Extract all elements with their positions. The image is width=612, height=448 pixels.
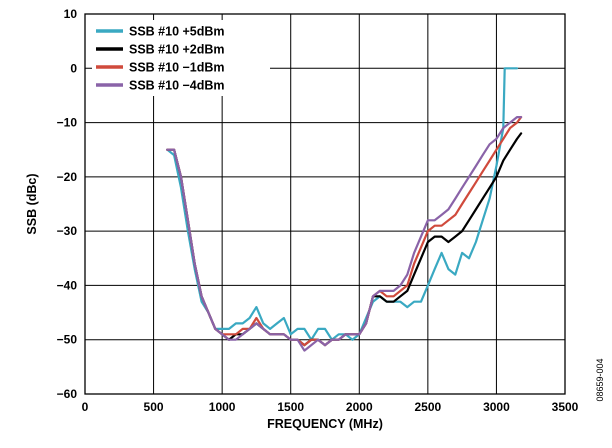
legend-label-1: SSB #10 +2dBm — [129, 43, 225, 57]
x-tick-label: 500 — [144, 400, 164, 414]
x-axis-label: FREQUENCY (MHz) — [267, 417, 383, 431]
x-tick-label: 1500 — [277, 400, 304, 414]
plot-area-frame — [84, 13, 566, 395]
y-tick-label: −60 — [57, 387, 78, 401]
figure-id: 08659-004 — [595, 358, 605, 401]
x-tick-label: 3000 — [483, 400, 510, 414]
x-axis-ticks: 0 500 1000 1500 2000 2500 3000 3500 — [82, 400, 579, 414]
x-tick-label: 1000 — [209, 400, 236, 414]
legend-label-2: SSB #10 −1dBm — [129, 61, 225, 75]
series-line-3 — [166, 115, 523, 352]
y-axis-ticks: 10 0 −10 −20 −30 −40 −50 −60 — [57, 7, 78, 401]
y-tick-label: −20 — [57, 170, 78, 184]
y-tick-label: 10 — [64, 7, 78, 21]
legend-label-0: SSB #10 +5dBm — [129, 25, 225, 39]
y-tick-label: −30 — [57, 224, 78, 238]
x-tick-label: 2500 — [415, 400, 442, 414]
legend: SSB #10 +5dBm SSB #10 +2dBm SSB #10 −1dBm S… — [92, 20, 270, 96]
x-tick-label: 0 — [82, 400, 89, 414]
x-tick-label: 2000 — [346, 400, 373, 414]
legend-label-3: SSB #10 −4dBm — [129, 79, 225, 93]
data-series — [166, 67, 523, 352]
y-axis-label: SSB (dBc) — [25, 173, 39, 234]
y-tick-label: −40 — [57, 278, 78, 292]
y-tick-label: 0 — [70, 61, 77, 75]
y-tick-label: −50 — [57, 333, 78, 347]
y-tick-label: −10 — [57, 116, 78, 130]
x-tick-label: 3500 — [552, 400, 579, 414]
